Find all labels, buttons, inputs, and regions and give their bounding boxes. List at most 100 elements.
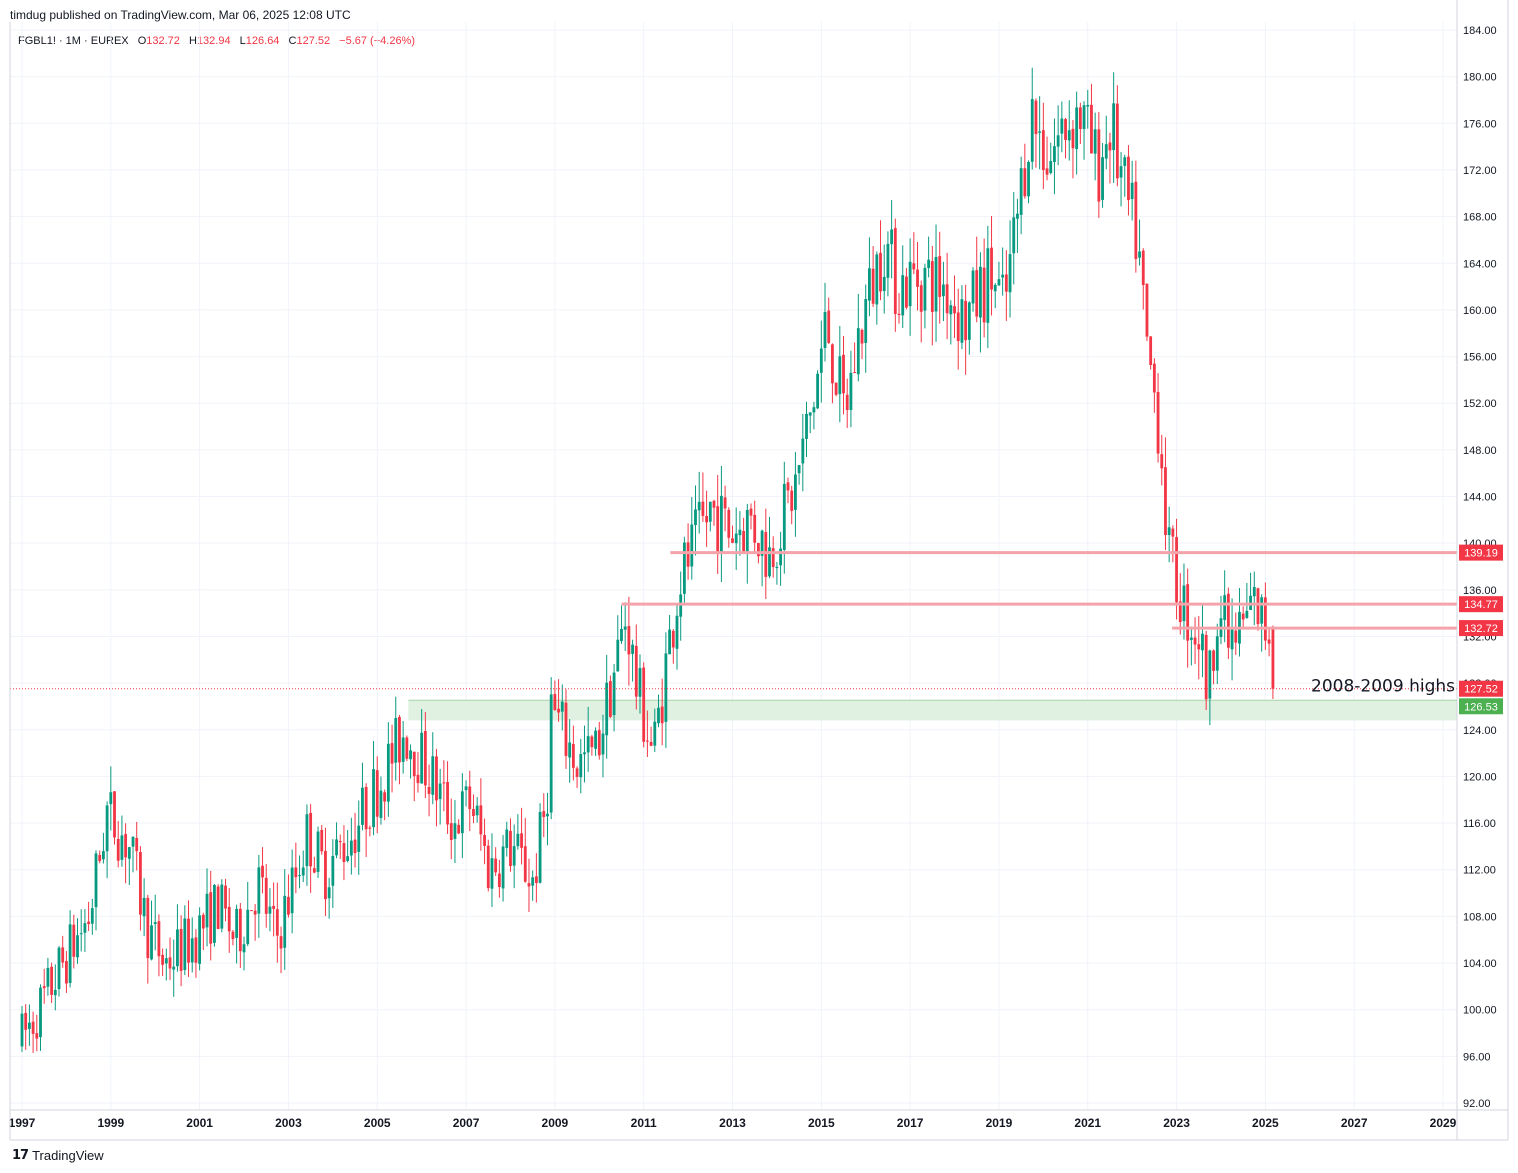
y-tick-label: 136.00: [1463, 585, 1497, 597]
candle-body: [697, 501, 701, 511]
candle-body: [964, 300, 968, 341]
candle-body: [46, 967, 50, 987]
candle-body: [194, 937, 198, 963]
support-zone-layer: [408, 699, 1458, 721]
candle-body: [105, 805, 109, 852]
candle-body: [1127, 156, 1130, 201]
candle-body: [557, 708, 560, 713]
publish-line: timdug published on TradingView.com, Mar…: [10, 8, 351, 22]
candle-body: [1101, 157, 1104, 200]
legend-low: 126.64: [245, 35, 280, 47]
candle-body: [1226, 593, 1230, 648]
candle-body: [560, 701, 564, 712]
candle-body: [379, 790, 383, 818]
candle-body: [845, 394, 849, 410]
candle-body: [505, 829, 509, 848]
candle-body: [1141, 250, 1145, 286]
candle-body: [298, 875, 301, 877]
candle-body: [882, 276, 886, 292]
candle-body: [405, 737, 409, 759]
candle-body: [553, 693, 557, 711]
candle-body: [1156, 391, 1160, 454]
tradingview-brand[interactable]: 𝟭𝟳 TradingView: [12, 1147, 104, 1163]
candle-body: [816, 373, 820, 409]
candle-body: [638, 668, 642, 697]
candle-body: [153, 922, 157, 925]
candle-body: [475, 805, 479, 816]
candle-body: [734, 533, 738, 544]
candle-body: [534, 876, 538, 884]
candle-body: [1193, 637, 1197, 645]
candle-body: [1149, 336, 1153, 365]
y-tick-label: 120.00: [1463, 771, 1497, 783]
candle-body: [797, 465, 801, 474]
candle-body: [993, 284, 997, 292]
candle-body: [571, 743, 575, 768]
candle-body: [24, 1012, 28, 1030]
y-tick-label: 176.00: [1463, 118, 1497, 130]
candle-body: [1075, 107, 1079, 150]
candle-body: [642, 667, 646, 742]
y-tick-label: 124.00: [1463, 725, 1497, 737]
candle-body: [349, 840, 353, 856]
candle-body: [756, 543, 760, 557]
candle-body: [294, 867, 298, 878]
candle-body: [927, 259, 931, 269]
candle-body: [383, 792, 387, 802]
candle-body: [442, 782, 446, 784]
candle-body: [468, 786, 472, 810]
candle-body: [949, 305, 953, 315]
candle-body: [224, 885, 227, 909]
candle-body: [386, 743, 390, 802]
candle-body: [290, 867, 294, 914]
support-price-badge: [1459, 698, 1503, 715]
candle-body: [690, 524, 694, 567]
candle-body: [575, 768, 579, 777]
candle-body: [146, 897, 150, 959]
candle-body: [98, 854, 102, 862]
x-tick-label: 2015: [808, 1116, 835, 1130]
candle-body: [771, 548, 775, 568]
candle-body: [805, 413, 808, 439]
candle-body: [283, 895, 287, 948]
legend-symbol[interactable]: FGBL1! · 1M · EUREX: [18, 35, 129, 47]
candle-body: [483, 835, 486, 846]
candle-body: [971, 270, 975, 304]
candle-body: [1245, 610, 1249, 618]
candle-body: [549, 694, 553, 813]
candle-body: [65, 961, 68, 984]
candle-body: [901, 275, 905, 316]
candle-body: [1071, 128, 1075, 149]
candle-body: [412, 751, 416, 777]
candle-body: [790, 490, 794, 511]
candle-body: [831, 344, 834, 384]
candle-body: [542, 811, 546, 817]
candle-body: [1090, 104, 1093, 154]
y-tick-label: 108.00: [1463, 911, 1497, 923]
candle-body: [930, 261, 934, 313]
candle-body: [1234, 630, 1238, 643]
candle-body: [1175, 537, 1178, 603]
candle-body: [886, 243, 890, 278]
candle-body: [516, 833, 520, 847]
resistance-layer: [10, 551, 1457, 690]
y-tick-label: 96.00: [1463, 1051, 1491, 1063]
candle-body: [501, 846, 505, 889]
candle-body: [905, 276, 908, 308]
candle-body: [590, 736, 594, 748]
candle-body: [168, 957, 172, 969]
candle-body: [731, 538, 734, 543]
candles-layer: [20, 67, 1275, 1053]
candle-body: [760, 530, 764, 556]
symbol-legend: FGBL1! · 1M · EUREX O132.72 H132.94 L126…: [18, 35, 415, 47]
candle-body: [394, 717, 398, 763]
x-tick-label: 2017: [897, 1116, 924, 1130]
candle-body: [838, 356, 842, 395]
candle-body: [742, 531, 746, 552]
candle-body: [875, 254, 879, 305]
candle-body: [712, 500, 716, 508]
candle-body: [53, 989, 57, 996]
candle-body: [960, 299, 964, 343]
candle-body: [94, 853, 98, 908]
